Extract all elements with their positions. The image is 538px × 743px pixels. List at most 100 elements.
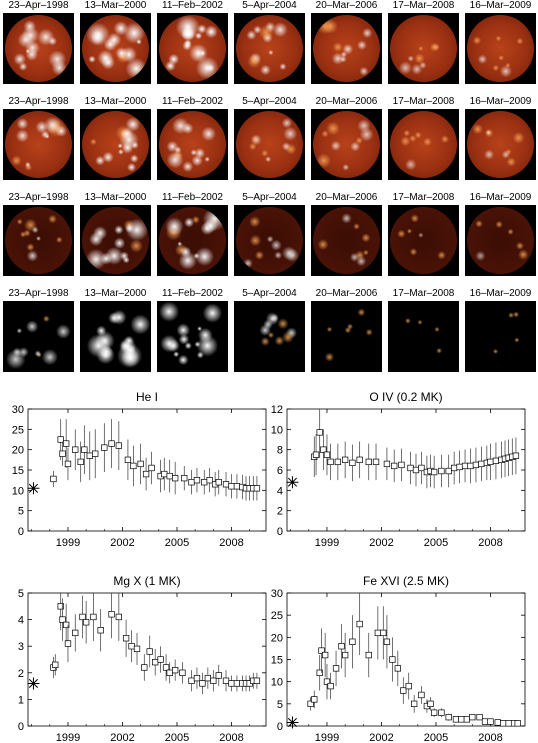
image-date-label: 23–Apr–1998 (8, 288, 69, 299)
data-point (467, 462, 474, 470)
data-point (97, 627, 104, 634)
data-point (312, 451, 320, 458)
solar-image-row-3-7 (465, 205, 536, 276)
data-point (445, 467, 452, 475)
data-point (124, 456, 132, 463)
data-point (222, 677, 230, 684)
data-point (188, 479, 195, 486)
data-point (380, 629, 387, 637)
data-point (423, 702, 431, 710)
data-point (423, 468, 431, 476)
data-point (334, 458, 342, 466)
data-point (492, 457, 500, 464)
data-point (157, 472, 164, 480)
data-point (108, 611, 115, 618)
y-tick-label: 25 (271, 610, 283, 622)
solar-image-row-4-1 (3, 301, 74, 372)
data-point (469, 713, 476, 721)
data-point (233, 483, 241, 490)
x-tick-label: 1999 (56, 732, 80, 743)
data-point (133, 645, 141, 653)
data-point (505, 454, 512, 461)
solar-disk (390, 15, 457, 82)
y-tick-label: 4 (277, 485, 283, 497)
chart-title: He I (136, 390, 158, 404)
data-point (383, 460, 391, 468)
data-point (458, 716, 465, 723)
solar-disk (313, 111, 380, 178)
solar-image-row-2-5 (311, 109, 382, 180)
data-point (509, 453, 516, 460)
data-point (253, 485, 261, 492)
data-point (318, 647, 325, 654)
solar-image-row-1-1 (3, 13, 74, 84)
data-point (128, 643, 135, 650)
data-point (52, 661, 59, 668)
chart-title: Mg X (1 MK) (113, 574, 180, 588)
solar-disk (236, 111, 303, 178)
data-point (487, 458, 494, 466)
solar-image-row-2-2 (80, 109, 151, 180)
data-point (349, 459, 356, 467)
solar-disk (5, 111, 72, 178)
y-tick-label: 4 (18, 615, 24, 627)
data-point (228, 483, 235, 490)
data-point (487, 718, 494, 725)
image-date-label: 20–Mar–2006 (315, 0, 378, 11)
x-tick-label: 2005 (424, 732, 448, 743)
solar-image-row-4-7 (465, 301, 536, 372)
y-tick-label: 5 (18, 506, 24, 518)
data-point (166, 669, 173, 676)
image-date-label: 17–Mar–2008 (392, 96, 455, 107)
solar-image-row-4-6 (388, 301, 459, 372)
reference-asterisk (27, 677, 40, 690)
solar-image-row-3-4 (234, 205, 305, 276)
data-point (438, 709, 445, 716)
data-point (327, 458, 334, 466)
data-point (72, 446, 79, 453)
data-point (64, 640, 72, 647)
data-point (204, 674, 212, 682)
data-point (341, 651, 349, 659)
y-tick-label: 30 (12, 404, 24, 416)
image-date-label: 17–Mar–2008 (392, 192, 455, 203)
data-point (130, 462, 137, 470)
data-point (327, 682, 334, 690)
image-date-label: 23–Apr–1998 (8, 0, 69, 11)
y-tick-label: 3 (18, 641, 24, 653)
y-tick-label: 10 (271, 677, 283, 689)
data-point (188, 677, 195, 684)
data-point (494, 719, 501, 726)
data-point (146, 648, 153, 655)
data-point (179, 669, 186, 676)
data-point (63, 621, 70, 629)
data-point (172, 474, 179, 482)
solar-disk (159, 207, 226, 274)
data-point (81, 446, 88, 453)
y-tick-label: 0 (18, 526, 24, 538)
data-point (407, 464, 414, 472)
x-tick-label: 2005 (165, 732, 189, 743)
image-date-label: 20–Mar–2006 (315, 96, 378, 107)
data-point (79, 613, 86, 621)
solar-image-row-3-2 (80, 205, 151, 276)
data-point (498, 456, 505, 463)
data-point (322, 651, 329, 659)
image-date-label: 20–Mar–2006 (315, 288, 378, 299)
solar-disk (5, 207, 72, 274)
data-point (481, 718, 489, 725)
x-tick-label: 2002 (110, 537, 134, 549)
data-point (148, 464, 155, 472)
solar-image-row-1-7 (465, 13, 536, 84)
data-point (222, 481, 230, 488)
image-date-label: 11–Feb–2002 (162, 96, 223, 107)
x-tick-label: 2008 (219, 537, 243, 549)
y-tick-label: 20 (271, 632, 283, 644)
y-tick-label: 6 (277, 465, 283, 477)
data-point (210, 677, 217, 684)
data-point (59, 616, 66, 623)
image-date-label: 11–Feb–2002 (162, 192, 223, 203)
image-date-label: 20–Mar–2006 (315, 192, 378, 203)
solar-disk (82, 111, 149, 178)
image-date-label: 5–Apr–2004 (242, 0, 297, 11)
